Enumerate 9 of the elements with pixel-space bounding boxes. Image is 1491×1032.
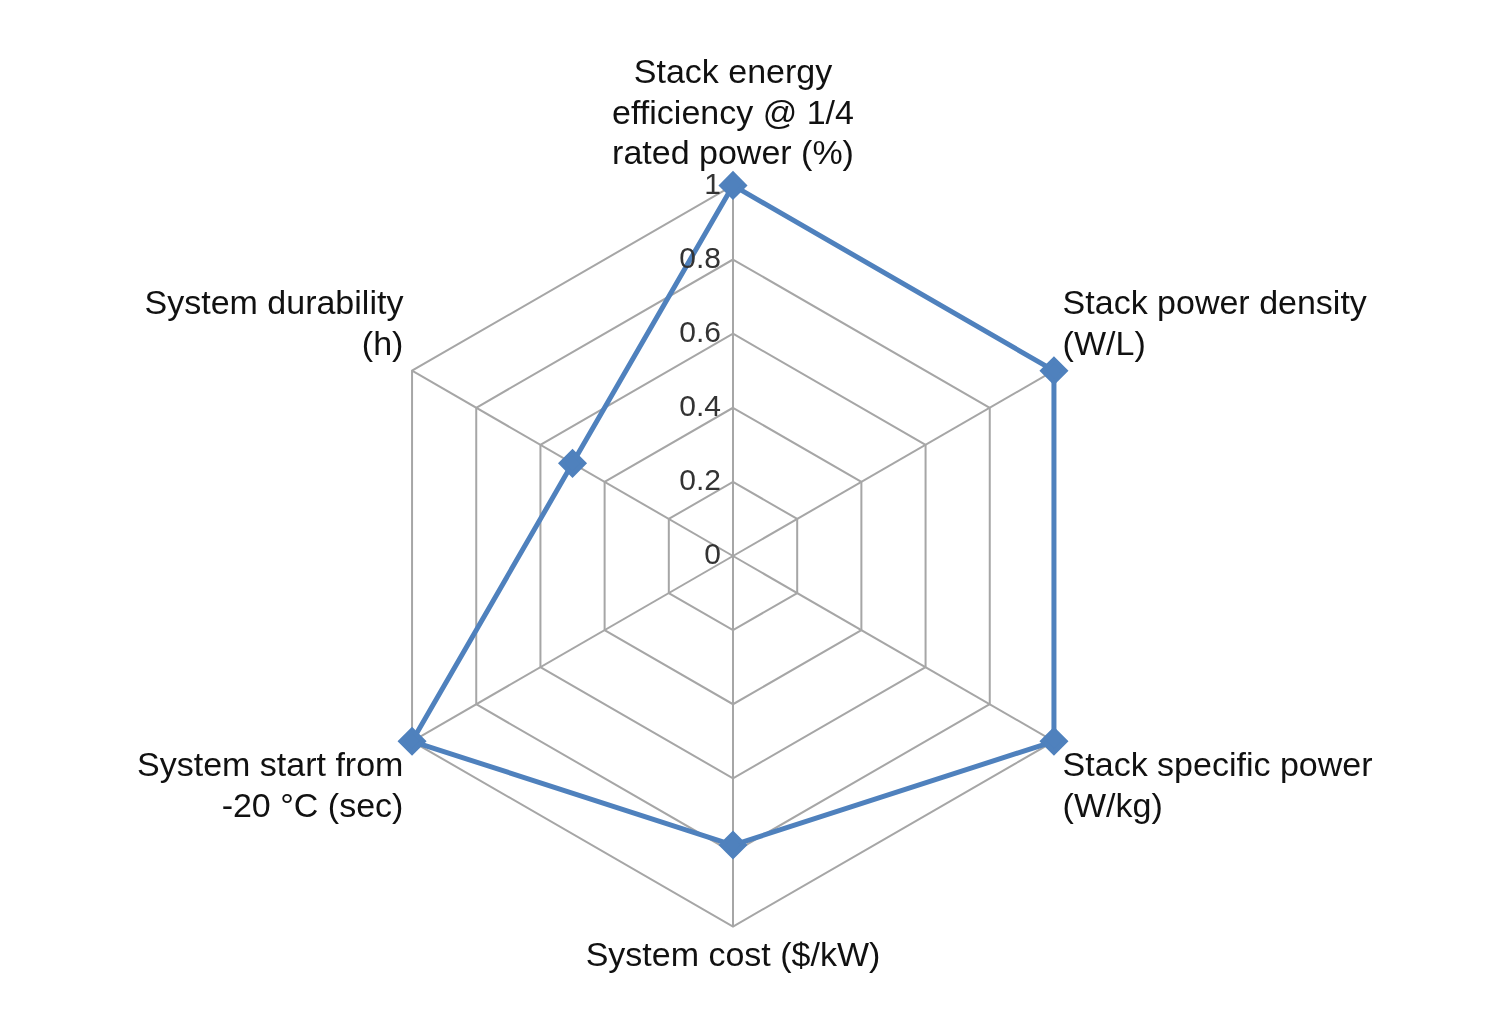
spoke-label: Stack power density (W/L) [1062, 282, 1367, 362]
spoke-label: System durability (h) [144, 282, 404, 362]
spoke-label: System start from -20 °C (sec) [137, 745, 404, 824]
y-tick-label: 0.4 [679, 389, 721, 423]
spoke-label: System cost ($/kW) [585, 935, 881, 974]
y-tick-label: 0.6 [679, 314, 721, 348]
spoke-label: Stack specific power (W/kg) [1062, 745, 1373, 824]
y-tick-label: 0 [704, 537, 721, 571]
y-tick-label: 0.2 [679, 463, 721, 497]
